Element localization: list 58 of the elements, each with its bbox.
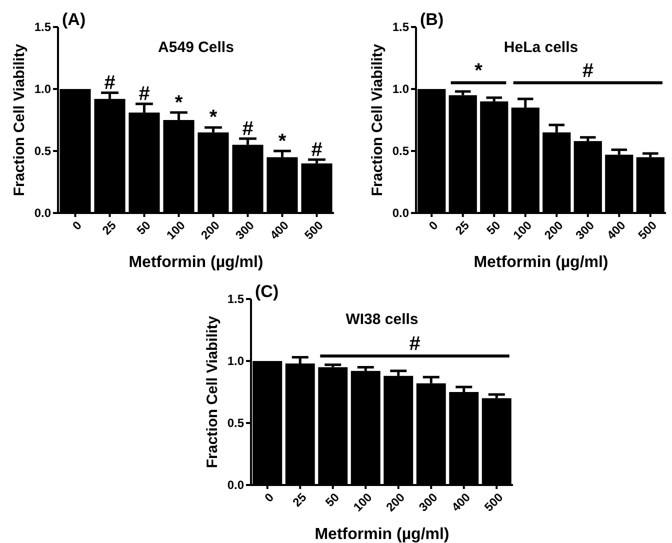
- x-tick-label: 400: [604, 218, 628, 242]
- x-tick-label: 0: [426, 218, 441, 233]
- y-tick-label: 0.0: [392, 206, 410, 220]
- x-tick-label: 300: [572, 218, 598, 242]
- annotation: #: [582, 60, 594, 82]
- annotation: *: [174, 92, 183, 114]
- x-tick-label: 500: [635, 218, 660, 242]
- x-tick-label: 50: [322, 490, 342, 510]
- y-tick-label: 0.5: [227, 416, 244, 430]
- x-tick-label: 25: [290, 490, 310, 510]
- text: HeLa cells: [504, 38, 578, 56]
- x-tick-label: 500: [302, 218, 326, 242]
- y-tick-label: 1.0: [227, 354, 244, 368]
- y-axis-title: Fraction Cell Viability: [369, 43, 386, 196]
- y-tick-label: 0.0: [34, 206, 52, 220]
- y-tick-label: 0.0: [227, 478, 244, 492]
- annotation: *: [209, 106, 218, 129]
- x-tick-label: 50: [134, 218, 154, 238]
- y-tick-label: 0.5: [392, 144, 410, 158]
- text: A549 Cells: [158, 38, 234, 56]
- x-tick-label: 0: [262, 490, 277, 505]
- annotation: *: [278, 130, 286, 152]
- x-tick-label: 50: [484, 218, 504, 238]
- y-tick-label: 1.0: [34, 82, 52, 96]
- x-tick-label: 100: [510, 218, 535, 242]
- annotation: (A): [62, 10, 86, 29]
- x-tick-label: 0: [70, 218, 85, 233]
- x-axis-title: Metformin (µg/ml): [314, 526, 450, 543]
- x-tick-label: 200: [198, 218, 223, 242]
- x-tick-label: 25: [99, 218, 120, 238]
- annotation: #: [138, 83, 150, 106]
- annotation: (C): [255, 282, 279, 301]
- y-tick-label: 0.5: [34, 144, 52, 158]
- y-axis-title: Fraction Cell Viability: [11, 43, 28, 196]
- annotation: (B): [420, 10, 444, 29]
- y-tick-label: 1.5: [34, 20, 52, 34]
- annotation: #: [242, 118, 254, 140]
- x-tick-label: 300: [416, 490, 440, 514]
- x-tick-label: 100: [350, 490, 375, 514]
- x-tick-label: 500: [482, 490, 506, 514]
- y-tick-label: 1.0: [392, 82, 410, 96]
- annotation: #: [311, 138, 322, 161]
- annotation: *: [474, 60, 483, 82]
- text: WI38 cells: [346, 310, 418, 328]
- y-tick-label: 1.5: [227, 292, 244, 306]
- x-tick-label: 400: [448, 490, 474, 514]
- x-tick-label: 25: [452, 218, 472, 238]
- annotation: #: [104, 72, 116, 94]
- x-tick-label: 200: [383, 490, 408, 514]
- x-tick-label: 200: [542, 218, 566, 242]
- x-tick-label: 300: [232, 218, 258, 242]
- annotation: #: [409, 333, 420, 356]
- x-tick-label: 100: [164, 218, 188, 242]
- x-axis-title: Metformin (µg/ml): [474, 254, 608, 271]
- x-axis-title: Metformin (µg/ml): [128, 254, 264, 271]
- x-tick-label: 400: [267, 218, 292, 242]
- y-axis-title: Fraction Cell Viability: [204, 315, 221, 468]
- y-tick-label: 1.5: [392, 20, 410, 34]
